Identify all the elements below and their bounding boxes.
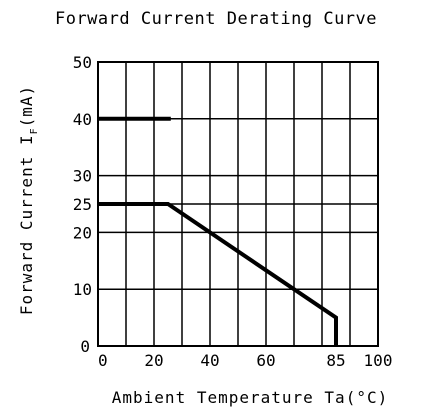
- x-tick-label: 40: [200, 351, 219, 370]
- series-group: [98, 116, 338, 346]
- chart-title: Forward Current Derating Curve: [55, 9, 377, 29]
- x-axis-label: Ambient Temperature Ta(°C): [112, 388, 388, 407]
- x-tick-label: 20: [144, 351, 163, 370]
- y-tick-label: 25: [73, 195, 92, 214]
- x-tick-label: 0: [98, 351, 108, 370]
- y-tick-label: 50: [73, 53, 92, 72]
- y-tick-label: 10: [73, 280, 92, 299]
- y-axis-label-unit: (mA): [17, 85, 36, 128]
- x-tick-label: 60: [256, 351, 275, 370]
- x-tick-label: 100: [364, 351, 393, 370]
- y-tick-labels: 0 10 20 25 30 40 50: [73, 53, 92, 356]
- y-tick-label: 30: [73, 167, 92, 186]
- x-tick-labels: 0 20 40 60 85 100: [98, 351, 392, 370]
- series-line-2: [98, 202, 338, 346]
- y-axis-label: Forward Current IF(mA): [17, 85, 40, 315]
- y-axis-label-subscript: F: [29, 127, 40, 134]
- y-tick-label: 0: [80, 337, 90, 356]
- y-tick-label: 20: [73, 223, 92, 242]
- y-axis-label-main: Forward Current I: [17, 134, 36, 315]
- y-tick-label: 40: [73, 110, 92, 129]
- x-tick-label: 85: [326, 351, 345, 370]
